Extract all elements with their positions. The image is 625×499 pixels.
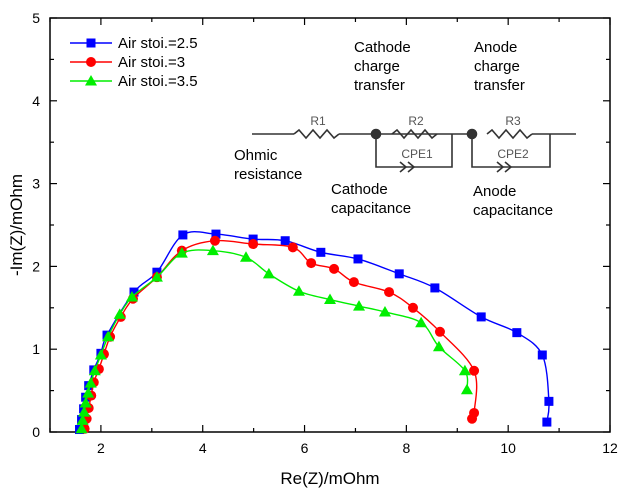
node bbox=[370, 128, 382, 140]
data-point bbox=[469, 365, 480, 376]
data-point bbox=[79, 397, 92, 408]
data-point bbox=[460, 383, 473, 395]
y-tick-label: 4 bbox=[32, 93, 40, 109]
circuit-label-r1: R1 bbox=[310, 114, 326, 128]
data-point bbox=[353, 254, 363, 264]
resistor-r2 bbox=[391, 128, 438, 140]
y-tick-label: 3 bbox=[32, 176, 40, 192]
legend-marker bbox=[85, 75, 97, 86]
data-point bbox=[316, 247, 326, 257]
data-point bbox=[544, 396, 554, 406]
y-tick-label: 1 bbox=[32, 341, 40, 357]
data-point bbox=[415, 316, 428, 328]
data-point bbox=[434, 326, 445, 337]
legend-marker bbox=[86, 57, 96, 67]
equivalent-circuit bbox=[252, 128, 576, 173]
cpe1-symbol bbox=[399, 161, 416, 173]
series-2 bbox=[79, 235, 480, 434]
data-point bbox=[248, 239, 259, 250]
y-tick-label: 0 bbox=[32, 424, 40, 440]
x-axis-label: Re(Z)/mOhm bbox=[280, 469, 379, 488]
legend-label: Air stoi.=3 bbox=[118, 54, 185, 71]
data-point bbox=[292, 285, 305, 296]
data-point bbox=[76, 414, 89, 425]
anode-charge-transfer-label: Anode charge transfer bbox=[474, 39, 525, 94]
x-tick-label: 2 bbox=[97, 440, 105, 456]
data-point bbox=[329, 263, 340, 274]
data-point bbox=[324, 293, 336, 305]
x-tick-label: 12 bbox=[602, 440, 618, 456]
data-point bbox=[467, 413, 478, 424]
resistor-r1 bbox=[293, 128, 340, 140]
circuit-label-r2: R2 bbox=[408, 114, 424, 128]
y-axis-label: -Im(Z)/mOhm bbox=[7, 174, 26, 276]
legend-label: Air stoi.=2.5 bbox=[118, 35, 198, 52]
data-point bbox=[458, 364, 471, 376]
series-line bbox=[82, 239, 478, 433]
series-3 bbox=[75, 244, 473, 434]
data-point bbox=[206, 244, 219, 256]
data-point bbox=[407, 302, 418, 313]
data-point bbox=[211, 229, 221, 239]
data-point bbox=[476, 312, 486, 322]
data-point bbox=[542, 417, 552, 427]
data-point bbox=[348, 277, 359, 288]
data-point bbox=[88, 364, 101, 376]
data-point bbox=[75, 422, 88, 434]
x-tick-label: 6 bbox=[301, 440, 309, 456]
data-point bbox=[512, 328, 522, 338]
data-point bbox=[378, 305, 391, 317]
cathode-charge-transfer-label: Cathode charge transfer bbox=[354, 39, 411, 94]
data-point bbox=[178, 230, 188, 240]
legend-label: Air stoi.=3.5 bbox=[118, 73, 198, 90]
data-point bbox=[125, 291, 138, 302]
node bbox=[466, 128, 478, 140]
circuit-label-r3: R3 bbox=[505, 114, 521, 128]
data-point bbox=[280, 236, 290, 246]
circuit-label-cpe1: CPE1 bbox=[401, 147, 433, 161]
ohmic-resistance-label: Ohmic resistance bbox=[234, 147, 303, 183]
x-tick-label: 8 bbox=[402, 440, 410, 456]
resistor-r3 bbox=[486, 128, 533, 140]
circuit-label-cpe2: CPE2 bbox=[497, 147, 529, 161]
data-point bbox=[287, 242, 298, 253]
data-point bbox=[78, 406, 91, 417]
legend-marker bbox=[86, 38, 96, 48]
data-point bbox=[102, 330, 115, 342]
data-point bbox=[94, 348, 107, 360]
data-point bbox=[262, 267, 275, 279]
data-point bbox=[240, 251, 252, 262]
data-point bbox=[113, 308, 126, 319]
anode-capacitance-label: Anode capacitance bbox=[473, 183, 554, 219]
data-point bbox=[384, 287, 395, 298]
data-point bbox=[209, 235, 220, 246]
data-point bbox=[432, 340, 445, 352]
data-point bbox=[430, 283, 440, 293]
data-point bbox=[175, 247, 188, 258]
data-point bbox=[129, 287, 139, 297]
y-tick-label: 5 bbox=[32, 10, 40, 26]
data-point bbox=[353, 300, 366, 311]
x-tick-label: 10 bbox=[500, 440, 516, 456]
data-point bbox=[84, 377, 97, 388]
x-tick-label: 4 bbox=[199, 440, 207, 456]
data-point bbox=[537, 350, 547, 360]
data-point bbox=[150, 271, 163, 282]
data-point bbox=[394, 269, 404, 279]
data-point bbox=[82, 387, 95, 398]
cathode-capacitance-label: Cathode capacitance bbox=[331, 181, 412, 217]
data-point bbox=[306, 258, 317, 269]
cpe2-symbol bbox=[496, 161, 513, 173]
y-tick-label: 2 bbox=[32, 258, 40, 274]
